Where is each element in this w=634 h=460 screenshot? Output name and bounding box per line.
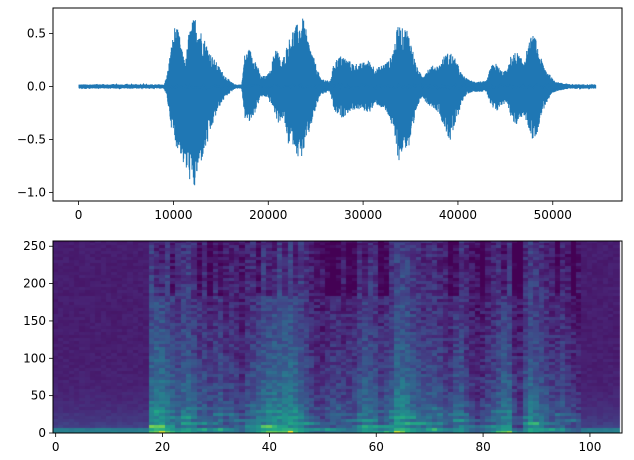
x-tick-label: 20000 xyxy=(249,208,287,222)
waveform-x-axis: 0 10000 20000 30000 40000 50000 xyxy=(75,201,572,222)
y-tick-label: 250 xyxy=(23,239,46,253)
x-tick-label: 20 xyxy=(155,440,170,454)
spectrogram-axes-frame xyxy=(52,240,623,434)
spectrogram-image xyxy=(53,241,622,433)
waveform-axes-frame xyxy=(52,7,623,202)
x-tick-label: 40000 xyxy=(439,208,477,222)
y-tick-label: 0 xyxy=(38,426,46,440)
spectrogram-x-axis: 0 20 40 60 80 100 xyxy=(52,433,601,454)
x-tick-label: 40 xyxy=(262,440,277,454)
x-tick-label: 10000 xyxy=(154,208,192,222)
spectrogram-y-axis: 0 50 100 150 200 250 xyxy=(23,239,53,440)
y-tick-label: 150 xyxy=(23,314,46,328)
x-tick-label: 100 xyxy=(578,440,601,454)
x-tick-label: 0 xyxy=(52,440,60,454)
waveform-subplot: 0 10000 20000 30000 40000 50000 0.5 0.0 −0.5 −1.… xyxy=(17,7,623,222)
y-tick-label: 200 xyxy=(23,277,46,291)
spectrogram-subplot: 0 20 40 60 80 100 0 50 100 150 200 250 xyxy=(23,239,623,454)
x-tick-label: 50000 xyxy=(534,208,572,222)
spectrogram-canvas xyxy=(53,241,622,433)
y-tick-label: 50 xyxy=(31,389,46,403)
y-tick-label: −0.5 xyxy=(17,132,46,146)
y-tick-label: 0.5 xyxy=(27,26,46,40)
waveform-y-axis: 0.5 0.0 −0.5 −1.0 xyxy=(17,26,53,200)
y-tick-label: 0.0 xyxy=(27,79,46,93)
x-tick-label: 80 xyxy=(475,440,490,454)
waveform-baseline-trace xyxy=(78,82,596,91)
x-tick-label: 60 xyxy=(369,440,384,454)
spectrogram-heatmap xyxy=(53,241,622,433)
y-tick-label: 100 xyxy=(23,351,46,365)
y-tick-label: −1.0 xyxy=(17,186,46,200)
x-tick-label: 0 xyxy=(75,208,83,222)
x-tick-label: 30000 xyxy=(344,208,382,222)
waveform-line xyxy=(78,18,597,186)
